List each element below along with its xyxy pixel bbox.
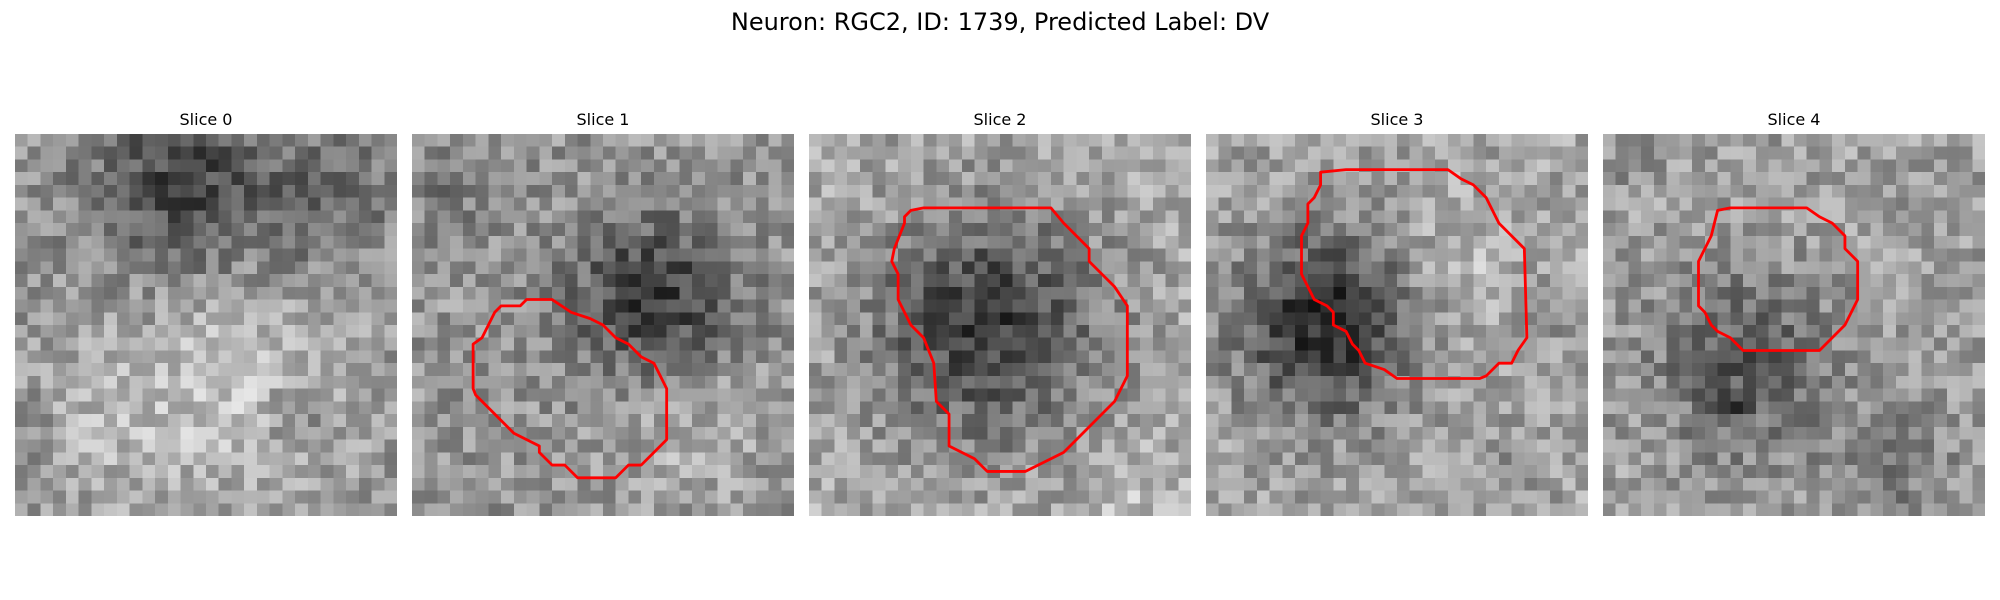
slice-title-2: Slice 2: [973, 110, 1027, 129]
figure-title: Neuron: RGC2, ID: 1739, Predicted Label:…: [730, 8, 1270, 36]
roi-contour-4: [1697, 206, 1860, 352]
roi-contour-1: [471, 298, 669, 480]
slice-title-3: Slice 3: [1370, 110, 1424, 129]
slice-panel-3: Slice 3: [1206, 110, 1588, 520]
slice-panel-4: Slice 4: [1603, 110, 1985, 520]
slice-panel-1: Slice 1: [412, 110, 794, 520]
roi-contour-2: [890, 206, 1129, 473]
slice-title-0: Slice 0: [179, 110, 233, 129]
slice-title-4: Slice 4: [1767, 110, 1821, 129]
slice-title-1: Slice 1: [576, 110, 630, 129]
slice-panel-0: Slice 0: [15, 110, 397, 520]
roi-contour-3: [1300, 168, 1529, 380]
slice-image-4: [1603, 134, 1985, 516]
slice-image-3: [1206, 134, 1588, 516]
slice-panel-2: Slice 2: [809, 110, 1191, 520]
slice-image-0: [15, 134, 397, 516]
slice-image-1: [412, 134, 794, 516]
slice-image-2: [809, 134, 1191, 516]
